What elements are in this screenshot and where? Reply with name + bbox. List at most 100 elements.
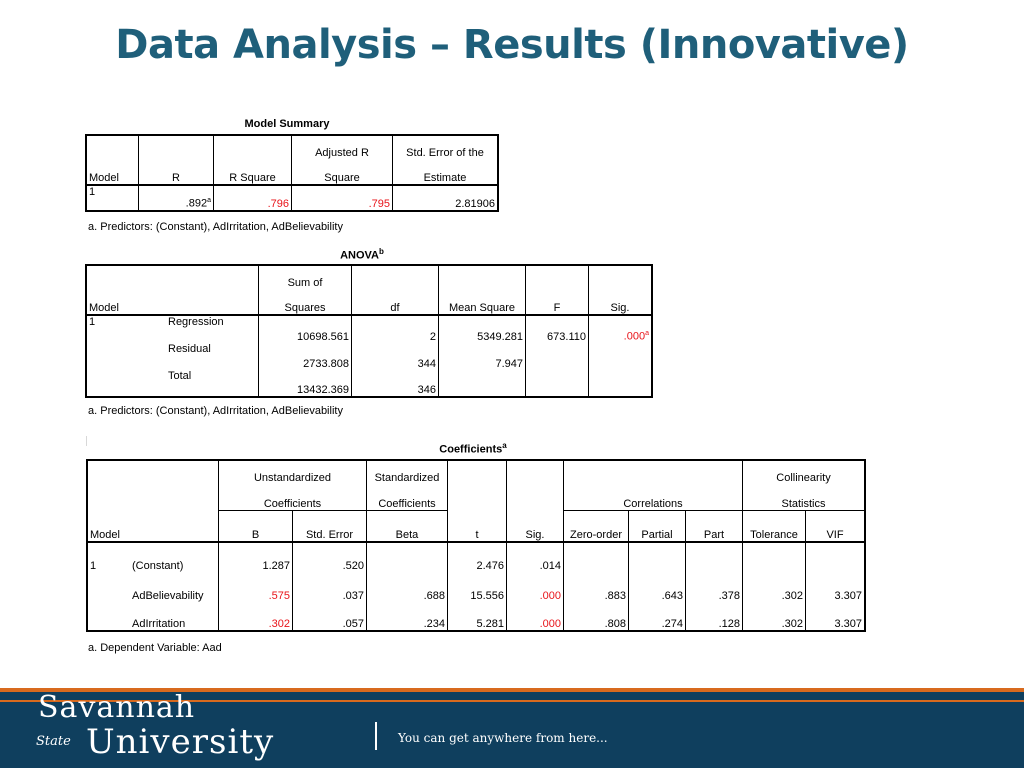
cell-beta: .688	[366, 572, 448, 602]
header-std-error-l1: Std. Error of the	[392, 134, 499, 159]
cell-source: Residual	[168, 343, 211, 355]
cell-df: 2	[351, 315, 439, 343]
cell-sig	[588, 370, 653, 398]
logo-savannah: Savannah	[38, 690, 196, 725]
header-sum-of-squares-l1: Sum of	[258, 264, 352, 289]
cell-std-error: .037	[292, 572, 367, 602]
header-model: Model	[86, 510, 130, 543]
header-standardized-l1: Standardized	[366, 459, 448, 484]
footer-accent-line	[0, 688, 1024, 692]
cell-mean-square	[438, 370, 526, 398]
cell-predictor: AdIrritation	[130, 602, 219, 632]
logo-state: State	[36, 734, 71, 749]
coefficients-caption-text: Coefficients	[439, 443, 503, 456]
anova-footnote: a. Predictors: (Constant), AdIrritation,…	[88, 405, 343, 417]
header-vif: VIF	[805, 510, 866, 543]
anova-caption: ANOVAb	[300, 247, 424, 262]
cell-f	[525, 370, 589, 398]
model-summary-caption: Model Summary	[244, 118, 330, 130]
coefficients-caption: Coefficientsa	[380, 441, 566, 456]
header-unstandardized-l2: Coefficients	[218, 484, 367, 511]
cell-zero-order: .808	[563, 602, 629, 632]
divider-mark	[86, 436, 87, 446]
header-mean-square: Mean Square	[438, 289, 526, 316]
table-row: AdBelievability .575 .037 .688 15.556 .0…	[86, 572, 866, 602]
cell-part	[685, 542, 743, 572]
cell-sig	[588, 343, 653, 370]
header-part: Part	[685, 510, 743, 543]
model-summary-footnote: a. Predictors: (Constant), AdIrritation,…	[88, 221, 343, 233]
cell-sig-value: .000	[623, 331, 646, 343]
header-std-error-l2: Estimate	[392, 159, 499, 186]
header-zero-order: Zero-order	[563, 510, 629, 543]
slide-title: Data Analysis – Results (Innovative)	[115, 22, 909, 68]
cell-mean-square: 5349.281	[438, 315, 526, 343]
cell-f: 673.110	[525, 315, 589, 343]
model-summary-table: Adjusted R Std. Error of the Model R R S…	[85, 134, 499, 212]
cell-beta: .234	[366, 602, 448, 632]
cell-b: .302	[218, 602, 293, 632]
cell-tolerance: .302	[742, 572, 806, 602]
header-adjusted-r-square-l1: Adjusted R	[291, 134, 393, 159]
cell-predictor: AdBelievability	[132, 590, 204, 602]
cell-partial: .643	[628, 572, 686, 602]
cell-sig: .014	[506, 542, 564, 572]
cell-std-error: 2.81906	[392, 185, 499, 212]
header-sum-of-squares-l2: Squares	[258, 289, 352, 316]
header-model: Model	[85, 289, 166, 316]
cell-r-square: .796	[213, 185, 292, 212]
cell-t: 15.556	[447, 572, 507, 602]
footer-divider	[375, 722, 377, 750]
header-sig: Sig.	[506, 510, 564, 543]
cell-r-value: .892	[185, 198, 208, 210]
cell-model-number: 1	[86, 542, 130, 572]
cell-part: .128	[685, 602, 743, 632]
cell-zero-order	[563, 542, 629, 572]
cell-b: .575	[218, 572, 293, 602]
anova-caption-sup: b	[379, 247, 384, 256]
header-collinearity-l2: Statistics	[742, 484, 866, 511]
cell-beta	[366, 542, 448, 572]
header-r-square: R Square	[213, 159, 292, 186]
cell-sum-of-squares: 10698.561	[258, 315, 352, 343]
cell-mean-square: 7.947	[438, 343, 526, 370]
cell-t: 5.281	[447, 602, 507, 632]
cell-vif: 3.307	[805, 602, 866, 632]
cell-predictor: (Constant)	[132, 560, 184, 572]
cell-vif: 3.307	[805, 572, 866, 602]
cell-std-error: .057	[292, 602, 367, 632]
table-row: 1 Regression 10698.561 2 5349.281 673.11…	[85, 315, 653, 343]
header-collinearity-l1: Collinearity	[742, 459, 866, 484]
anova-caption-text: ANOVA	[340, 249, 380, 262]
footer-tagline: You can get anywhere from here...	[398, 731, 608, 745]
header-r: R	[138, 159, 214, 186]
coefficients-footnote: a. Dependent Variable: Aad	[88, 642, 222, 654]
cell-sig: .000	[506, 602, 564, 632]
table-row: Total 13432.369 346	[85, 370, 653, 398]
cell-tolerance	[742, 542, 806, 572]
cell-sig: .000	[506, 572, 564, 602]
cell-model-number: 1	[85, 315, 166, 343]
header-b: B	[218, 510, 293, 543]
cell-std-error: .520	[292, 542, 367, 572]
header-model: Model	[85, 159, 139, 186]
cell-b: 1.287	[218, 542, 293, 572]
header-std-error: Std. Error	[292, 510, 367, 543]
cell-sum-of-squares: 13432.369	[258, 370, 352, 398]
table-row: Residual 2733.808 344 7.947	[85, 343, 653, 370]
header-adjusted-r-square-l2: Square	[291, 159, 393, 186]
cell-source: Total	[166, 370, 259, 398]
header-f: F	[525, 289, 589, 316]
cell-zero-order: .883	[563, 572, 629, 602]
cell-sum-of-squares: 2733.808	[258, 343, 352, 370]
cell-adjusted-r-square: .795	[291, 185, 393, 212]
header-standardized-l2: Coefficients	[366, 484, 448, 511]
cell-partial	[628, 542, 686, 572]
coefficients-table: Unstandardized Standardized Collinearity…	[86, 459, 866, 632]
header-df: df	[351, 289, 439, 316]
coefficients-caption-sup: a	[502, 441, 507, 450]
cell-sig-footnote: a	[645, 330, 649, 338]
header-correlations: Correlations	[563, 484, 743, 511]
table-row: AdIrritation .302 .057 .234 5.281 .000 .…	[86, 602, 866, 632]
cell-t: 2.476	[447, 542, 507, 572]
